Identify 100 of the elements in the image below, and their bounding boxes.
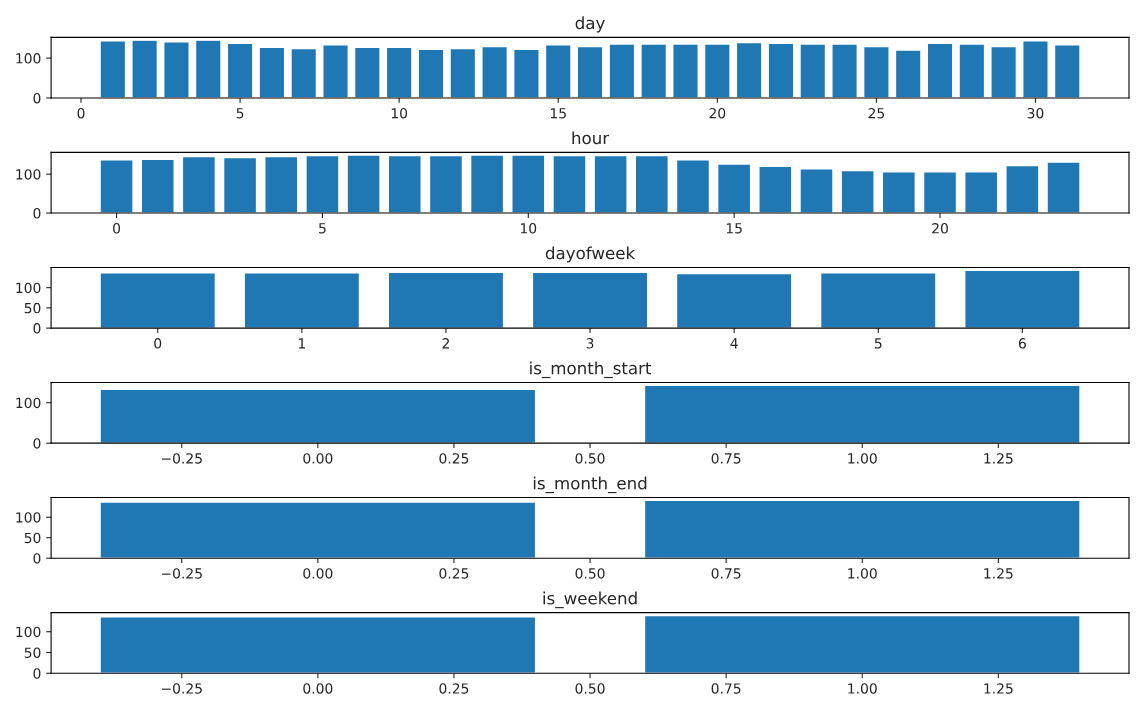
- x-tick-label: 3: [586, 338, 594, 349]
- x-tick-label: 0.75: [711, 568, 741, 579]
- x-tick-label: 1.25: [984, 568, 1013, 579]
- x-tick-label: 10: [391, 107, 408, 119]
- y-tick-label: 0: [33, 92, 41, 104]
- bar: [675, 159, 711, 214]
- bar: [716, 163, 752, 214]
- x-tick-label: −0.25: [161, 683, 202, 694]
- x-tick-label: 0.25: [439, 453, 469, 464]
- bar: [990, 45, 1018, 98]
- bar: [544, 44, 572, 98]
- bar: [767, 42, 795, 98]
- bar: [417, 48, 445, 98]
- x-tick-label: 0.50: [575, 683, 605, 694]
- x-tick-label: 0: [77, 107, 85, 119]
- x-tick-label: 30: [1027, 107, 1044, 119]
- bar: [1022, 40, 1049, 98]
- x-tick-label: 0: [113, 223, 121, 234]
- bar: [881, 171, 917, 214]
- bar: [226, 42, 254, 98]
- bar: [958, 43, 986, 98]
- x-tick-label: 25: [868, 107, 885, 119]
- y-tick-label: 50: [24, 532, 41, 544]
- bar: [131, 39, 159, 98]
- bar: [552, 154, 587, 214]
- bar: [428, 154, 464, 214]
- x-tick-label: 5: [874, 338, 882, 349]
- chart-title: dayofweek: [545, 246, 636, 263]
- x-tick-label: 0.75: [711, 683, 741, 694]
- x-tick-label: 0.50: [575, 453, 605, 464]
- bar: [799, 168, 834, 214]
- x-tick-label: 1: [298, 338, 305, 349]
- bar: [926, 42, 954, 98]
- bar: [99, 40, 127, 98]
- x-tick-label: 1.00: [848, 453, 877, 464]
- bar: [353, 46, 381, 98]
- bar: [222, 156, 258, 214]
- bar: [758, 165, 793, 214]
- x-tick-label: 0.00: [303, 568, 333, 579]
- y-tick-label: 0: [33, 208, 41, 219]
- bar: [258, 46, 286, 98]
- x-tick-label: 5: [236, 108, 244, 119]
- bar: [385, 46, 413, 98]
- x-tick-label: 1.25: [984, 683, 1013, 694]
- x-tick-label: 4: [730, 338, 738, 349]
- x-tick-label: 2: [442, 338, 449, 349]
- bar: [672, 43, 699, 98]
- x-tick-label: 20: [709, 107, 726, 119]
- bar: [1046, 161, 1081, 214]
- chart-title: is_month_start: [530, 361, 652, 379]
- y-tick-label: 100: [16, 53, 41, 64]
- bar: [194, 39, 222, 98]
- chart-title: is_month_end: [533, 476, 647, 494]
- chart-title: is_weekend: [543, 591, 637, 609]
- bar: [511, 154, 546, 214]
- bar: [264, 155, 299, 214]
- bar: [481, 45, 509, 98]
- bar: [634, 154, 669, 214]
- x-tick-label: 0.00: [303, 683, 333, 694]
- bar: [346, 154, 381, 214]
- x-tick-label: 0: [154, 338, 162, 349]
- chart-title: hour: [572, 131, 610, 145]
- bar: [163, 41, 190, 98]
- bar: [1005, 164, 1040, 214]
- bar: [922, 171, 958, 214]
- bar: [181, 155, 217, 214]
- bar: [964, 171, 999, 214]
- bar: [469, 154, 505, 214]
- x-tick-label: 15: [726, 223, 742, 234]
- x-tick-label: 20: [932, 223, 948, 234]
- bar: [862, 45, 890, 98]
- y-tick-label: 100: [16, 397, 41, 409]
- chart-title: day: [575, 16, 605, 33]
- bar: [576, 45, 604, 98]
- x-tick-label: 6: [1018, 338, 1026, 349]
- y-tick-label: 0: [33, 668, 41, 679]
- bar: [387, 154, 422, 214]
- bar: [703, 43, 731, 98]
- x-tick-label: 15: [550, 108, 566, 119]
- y-tick-label: 50: [24, 647, 41, 658]
- bar: [322, 44, 349, 98]
- bar: [512, 48, 540, 98]
- y-tick-label: 0: [33, 323, 41, 334]
- x-tick-label: 1.00: [848, 683, 877, 694]
- bar: [831, 43, 858, 98]
- x-tick-label: −0.25: [161, 568, 202, 579]
- bar: [840, 169, 875, 214]
- x-tick-label: 0.25: [439, 683, 469, 694]
- bar: [140, 158, 175, 214]
- y-tick-label: 100: [16, 282, 41, 294]
- y-tick-label: 50: [24, 302, 41, 314]
- y-tick-label: 100: [16, 169, 41, 180]
- bar: [593, 154, 628, 214]
- x-tick-label: 0.50: [575, 568, 605, 579]
- y-tick-label: 100: [16, 512, 41, 523]
- x-tick-label: 0.75: [711, 453, 741, 464]
- y-tick-label: 0: [33, 553, 41, 564]
- x-tick-label: 10: [520, 223, 537, 234]
- x-tick-label: 1.00: [848, 568, 877, 579]
- bar: [449, 47, 477, 98]
